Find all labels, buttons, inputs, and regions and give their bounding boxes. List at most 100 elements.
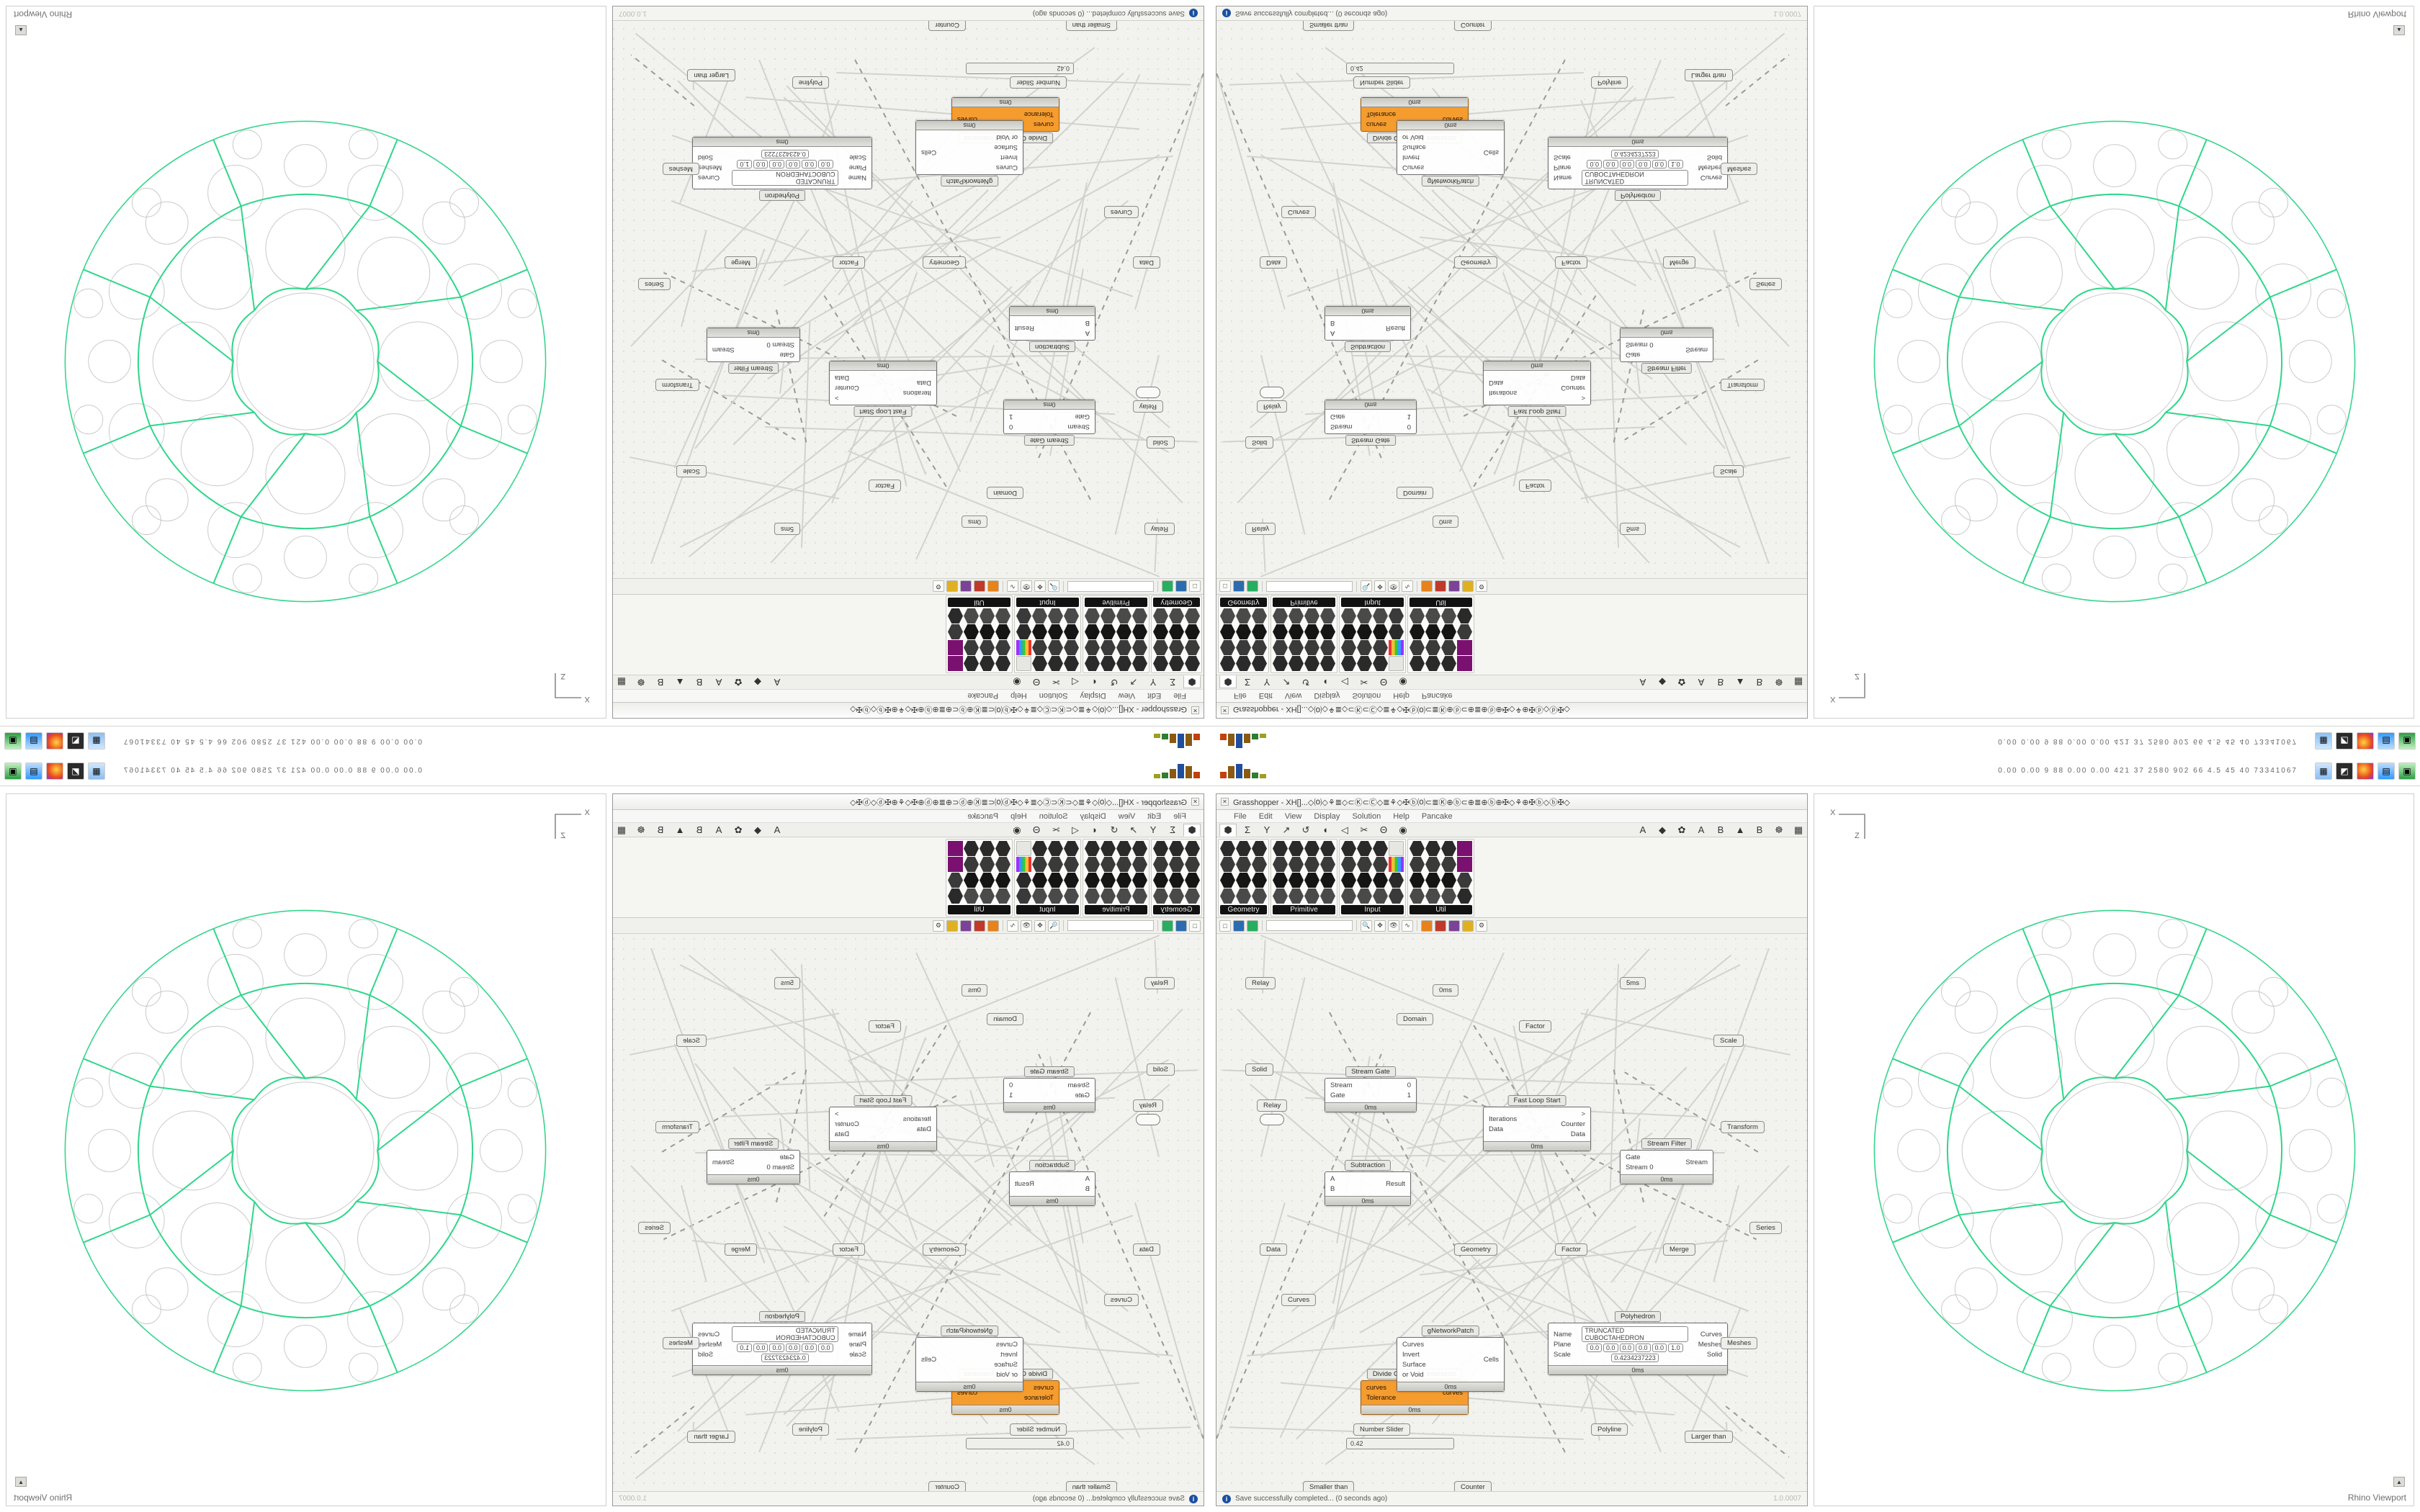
zoom-icon[interactable]: 🔍 — [1048, 580, 1059, 593]
ribbon-component-icon[interactable] — [1132, 841, 1147, 856]
component-node[interactable]: Polyhedron Name Plane Scale TRUNCATED CUBOCT… — [1548, 137, 1728, 201]
node-input-param[interactable]: B — [1330, 1185, 1335, 1193]
node-output-param[interactable]: > — [835, 394, 839, 402]
ribbon-component-icon[interactable] — [1116, 873, 1131, 888]
tab-text-b2[interactable]: B — [657, 677, 664, 688]
search-input[interactable] — [1067, 920, 1154, 931]
ribbon-component-icon[interactable] — [1153, 857, 1168, 872]
node-input-param[interactable]: Curves — [1402, 163, 1425, 171]
ribbon-component-icon[interactable] — [1016, 857, 1031, 872]
plane-coord-field[interactable]: 0.0 — [769, 1344, 784, 1352]
plane-coord-field[interactable]: 1.0 — [737, 160, 752, 168]
ribbon-component-icon[interactable] — [1220, 656, 1235, 671]
cluster-icon[interactable] — [960, 919, 972, 932]
ribbon-component-icon[interactable] — [1101, 841, 1116, 856]
ribbon-component-icon[interactable] — [948, 640, 963, 655]
ribbon-component-icon[interactable] — [1016, 873, 1031, 888]
tab-text-b2[interactable]: B — [1756, 824, 1763, 835]
preview-icon[interactable]: 👁 — [1388, 919, 1399, 932]
component-node[interactable]: Subtraction A B Result 0ms — [1325, 306, 1411, 352]
menu-view[interactable]: View — [1284, 811, 1302, 821]
menu-edit[interactable]: Edit — [1258, 811, 1273, 821]
maximize-viewport-button[interactable]: ▲ — [2393, 25, 2405, 35]
ribbon-component-icon[interactable] — [1410, 888, 1425, 904]
pan-icon[interactable]: ✥ — [1034, 919, 1046, 932]
settings-icon[interactable]: ⚙ — [1476, 580, 1487, 593]
node-output-param[interactable]: Meshes — [698, 1340, 722, 1349]
ribbon-component-icon[interactable] — [1064, 608, 1079, 624]
ribbon-component-icon[interactable] — [1236, 624, 1251, 639]
tab-terrain[interactable]: ▲ — [1735, 677, 1745, 688]
node-input-param[interactable]: curves — [1034, 1384, 1054, 1392]
ribbon-component-icon[interactable] — [1132, 873, 1147, 888]
ribbon-component-icon[interactable] — [1357, 857, 1372, 872]
ribbon-component-icon[interactable] — [1373, 656, 1388, 671]
node-output-param[interactable]: Curves — [698, 174, 720, 182]
ribbon-component-icon[interactable] — [1410, 873, 1425, 888]
wire-icon[interactable]: ∿ — [1007, 580, 1018, 593]
firefox-icon[interactable] — [2357, 732, 2374, 750]
cluster-icon[interactable] — [960, 580, 972, 593]
tab-params[interactable]: ⬢ — [1183, 675, 1201, 689]
node-input-param[interactable]: Plane — [848, 163, 866, 172]
plane-coord-field[interactable]: 0.0 — [1636, 160, 1651, 168]
tab-sets[interactable]: Υ — [1263, 824, 1270, 835]
node-output-param[interactable]: Data — [1570, 1130, 1585, 1138]
node-input-param[interactable]: Name — [1554, 174, 1572, 182]
ribbon-component-icon[interactable] — [1304, 857, 1319, 872]
render-icon[interactable] — [974, 919, 985, 932]
pan-icon[interactable]: ✥ — [1374, 580, 1386, 593]
node-output-param[interactable]: Cells — [1483, 1356, 1499, 1364]
polyhedron-name-field[interactable]: TRUNCATED CUBOCTAHEDRON — [732, 1326, 838, 1342]
tab-text-b[interactable]: B — [696, 824, 703, 835]
calculator-icon[interactable]: ▦ — [2315, 762, 2332, 780]
ribbon-component-icon[interactable] — [1410, 608, 1425, 624]
ribbon-component-icon[interactable] — [1252, 888, 1267, 904]
ribbon-component-icon[interactable] — [1320, 656, 1335, 671]
node-output-param[interactable]: Counter — [1561, 1120, 1585, 1128]
component-node[interactable]: Stream Filter Gate Stream 0 Stream 0ms — [1620, 328, 1713, 374]
node-output-param[interactable]: curves — [1443, 1389, 1463, 1397]
save-icon[interactable] — [1162, 919, 1173, 932]
ribbon-component-icon[interactable] — [1457, 873, 1472, 888]
ribbon-component-icon[interactable] — [1032, 841, 1047, 856]
ribbon-component-icon[interactable] — [1273, 656, 1288, 671]
plane-coord-field[interactable]: 0.0 — [785, 1344, 801, 1352]
node-input-param[interactable]: curves — [1034, 120, 1054, 128]
node-input-param[interactable]: Data — [916, 1125, 931, 1133]
plane-coord-field[interactable]: 0.0 — [769, 160, 784, 168]
ribbon-component-icon[interactable] — [995, 888, 1010, 904]
ribbon-component-icon[interactable] — [1032, 888, 1047, 904]
ribbon-component-icon[interactable] — [1185, 608, 1200, 624]
ribbon-component-icon[interactable] — [1441, 841, 1456, 856]
ribbon-component-icon[interactable] — [1457, 841, 1472, 856]
ribbon-component-icon[interactable] — [1252, 656, 1267, 671]
node-input-param[interactable]: A — [1330, 329, 1335, 337]
ribbon-component-icon[interactable] — [1341, 608, 1356, 624]
node-input-param[interactable]: Gate — [779, 1153, 794, 1161]
grasshopper-titlebar[interactable]: ✕ Grasshopper - XH[]...◇⒪◇⚘≣◇⊂Ⓚ⊂Ⓒ◇≣⚘◇✠ⓑ⒪… — [613, 794, 1204, 810]
search-input[interactable] — [1266, 581, 1353, 592]
ribbon-component-icon[interactable] — [1185, 841, 1200, 856]
ribbon-component-icon[interactable] — [1357, 873, 1372, 888]
tab-intersect[interactable]: ✂ — [1052, 677, 1060, 688]
component-node[interactable]: Polyhedron Name Plane Scale TRUNCATED CUBOCT… — [692, 1311, 872, 1375]
node-input-param[interactable]: Gate — [1075, 413, 1090, 420]
node-input-param[interactable]: Gate — [779, 351, 794, 359]
number-slider[interactable]: 0.42 — [966, 1438, 1074, 1449]
node-input-param[interactable]: A — [1085, 1175, 1090, 1183]
ribbon-component-icon[interactable] — [1169, 608, 1184, 624]
ribbon-component-icon[interactable] — [995, 841, 1010, 856]
ribbon-component-icon[interactable] — [1457, 624, 1472, 639]
ribbon-component-icon[interactable] — [1085, 640, 1100, 655]
ribbon-component-icon[interactable] — [1169, 888, 1184, 904]
ribbon-component-icon[interactable] — [1320, 841, 1335, 856]
node-input-param[interactable]: curves — [1366, 120, 1386, 128]
node-input-param[interactable]: Stream — [1067, 423, 1090, 431]
tab-text-a2[interactable]: A — [715, 677, 722, 688]
ribbon-component-icon[interactable] — [1289, 640, 1304, 655]
tab-surface[interactable]: ◖ — [1322, 677, 1328, 688]
ribbon-component-icon[interactable] — [980, 656, 995, 671]
menu-view[interactable]: View — [1284, 691, 1302, 701]
ribbon-component-icon[interactable] — [1085, 841, 1100, 856]
